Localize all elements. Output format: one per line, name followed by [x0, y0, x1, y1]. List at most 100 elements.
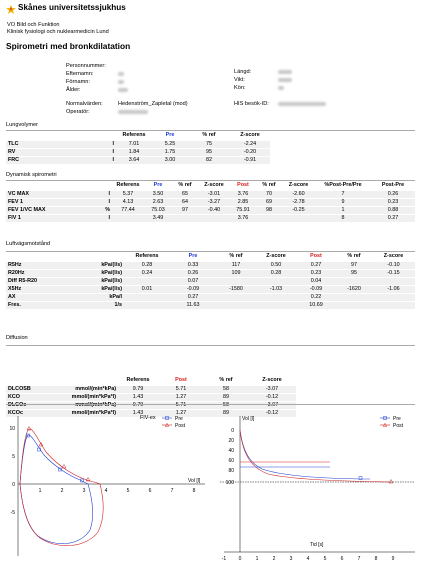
- section-spirometry-title: Dynamisk spirometri: [6, 172, 57, 178]
- label-normalvarden: Normalvärden:: [66, 101, 103, 107]
- col-header: Referens: [116, 182, 140, 189]
- cell: 0.27: [170, 292, 216, 301]
- pre-marker: [26, 433, 30, 438]
- post-volume-curve: [239, 429, 391, 483]
- row-unit: kPa/(l/s): [76, 268, 124, 277]
- cell: -0.12: [248, 408, 296, 417]
- label-alder: Ålder:: [66, 87, 81, 93]
- cell: 0.26: [170, 268, 216, 277]
- divider: [6, 130, 415, 131]
- col-header: Pre: [188, 253, 198, 260]
- table-header: Referens Pre % ref Z-score Post % ref Z-…: [6, 181, 415, 190]
- cell: 3.50: [144, 189, 172, 198]
- report-title: Spirometri med bronkdilatation: [6, 41, 131, 51]
- y-tick-label: 0: [231, 428, 234, 434]
- cell: [172, 213, 198, 222]
- department-line-2: Klinisk fysiologi och nuklearmedicin Lun…: [7, 28, 109, 35]
- square-marker-icon: [165, 416, 169, 420]
- cell: 0.28: [256, 268, 296, 277]
- divider: [6, 251, 415, 252]
- x-tick-label: 5: [127, 488, 130, 494]
- divider: [6, 404, 415, 405]
- section-lung-volumes-title: Lungvolymer: [6, 122, 39, 128]
- row-unit: mmol/(min*kPa*l): [46, 408, 118, 417]
- cell: -3.01: [198, 189, 230, 198]
- row-unit: l: [84, 197, 112, 206]
- cell: [372, 276, 415, 285]
- col-header: Z-score: [240, 132, 260, 139]
- redacted-value: [278, 70, 292, 74]
- cell: [372, 292, 415, 301]
- cell: 5.25: [152, 139, 188, 148]
- cell: [336, 292, 372, 301]
- cell: 0.04: [296, 276, 336, 285]
- post-marker: [85, 476, 91, 482]
- post-marker: [61, 463, 67, 469]
- cell: 8: [315, 213, 371, 222]
- label-kon: Kön:: [234, 85, 246, 91]
- cell: 70: [256, 189, 282, 198]
- cell: 7.01: [116, 139, 152, 148]
- cell: -1.06: [372, 284, 415, 293]
- row-name: Fres.: [6, 300, 76, 309]
- redacted-value: [118, 72, 124, 76]
- cell: -0.09: [296, 284, 336, 293]
- cell: 9.79: [118, 384, 158, 393]
- table-row: VC MAX l 5.37 3.50 65 -3.01 3.76 70 -2.6…: [6, 189, 415, 198]
- cell: [216, 276, 256, 285]
- cell: 75.03: [144, 205, 172, 214]
- cell: 0.23: [371, 197, 415, 206]
- redacted-value: [118, 88, 128, 92]
- cell: 9: [315, 197, 371, 206]
- cell: 0.27: [296, 260, 336, 269]
- col-header: Post: [237, 182, 249, 189]
- table-header: Referens Pre % ref Z-score: [6, 131, 270, 140]
- cell: 0.23: [296, 268, 336, 277]
- x-tick-label: 8: [375, 556, 378, 561]
- x-tick-label: 3: [83, 488, 86, 494]
- x-tick-label: 5: [324, 556, 327, 561]
- cell: -2.78: [282, 197, 315, 206]
- label-efternamn: Efternamn:: [66, 71, 94, 77]
- cell: 95: [188, 147, 230, 156]
- row-name: KCOc: [6, 408, 46, 417]
- cell: [216, 292, 256, 301]
- lung-volumes-table: Referens Pre % ref Z-score TLC l 7.01 5.…: [6, 131, 270, 164]
- y-tick-label: 80: [228, 468, 234, 474]
- department: VO Bild och Funktion Klinisk fysiologi o…: [7, 22, 109, 35]
- cell: 0.07: [170, 276, 216, 285]
- cell: -1620: [336, 284, 372, 293]
- table-row: FRC l 3.64 3.00 82 -0.91: [6, 155, 270, 164]
- x-axis-label: Vol [l]: [188, 478, 201, 484]
- cell: [256, 300, 296, 309]
- pre-marker: [80, 478, 84, 483]
- col-header: Post-Pre: [381, 182, 405, 189]
- cell: 5.71: [158, 384, 204, 393]
- normal-reference-value: Hedenström_Zapletal (mod): [118, 101, 188, 107]
- cell: [124, 276, 170, 285]
- pre-marker: [358, 476, 363, 480]
- y-tick-label: 10: [9, 426, 15, 432]
- cell: -0.15: [372, 268, 415, 277]
- table-header: Referens Pre % ref Z-score Post % ref Z-…: [6, 252, 415, 261]
- col-header: Z-score: [204, 182, 224, 189]
- x-tick-label: 4: [307, 556, 310, 561]
- cell: [198, 213, 230, 222]
- row-name: R20Hz: [6, 268, 76, 277]
- x-tick-label: 6: [341, 556, 344, 561]
- y-tick-label: 0: [12, 482, 15, 488]
- cell: [124, 292, 170, 301]
- cell: 1.27: [158, 408, 204, 417]
- col-header: Z-score: [288, 182, 309, 189]
- cell: -0.91: [230, 155, 270, 164]
- cell: 0.22: [296, 292, 336, 301]
- cell: 1.75: [152, 147, 188, 156]
- row-name: FEV 1: [6, 197, 84, 206]
- x-tick-label: 0: [239, 556, 242, 561]
- cell: -0.09: [170, 284, 216, 293]
- cell: -2.60: [282, 189, 315, 198]
- col-header: Referens: [126, 377, 150, 384]
- table-row: FEV 1 l 4.13 2.63 64 -3.27 2.85 69 -2.78…: [6, 197, 415, 206]
- row-unit: l: [86, 139, 116, 148]
- table-row: X5Hz kPa/(l/s) 0.01 -0.09 -1580 -1.03 -0…: [6, 284, 415, 293]
